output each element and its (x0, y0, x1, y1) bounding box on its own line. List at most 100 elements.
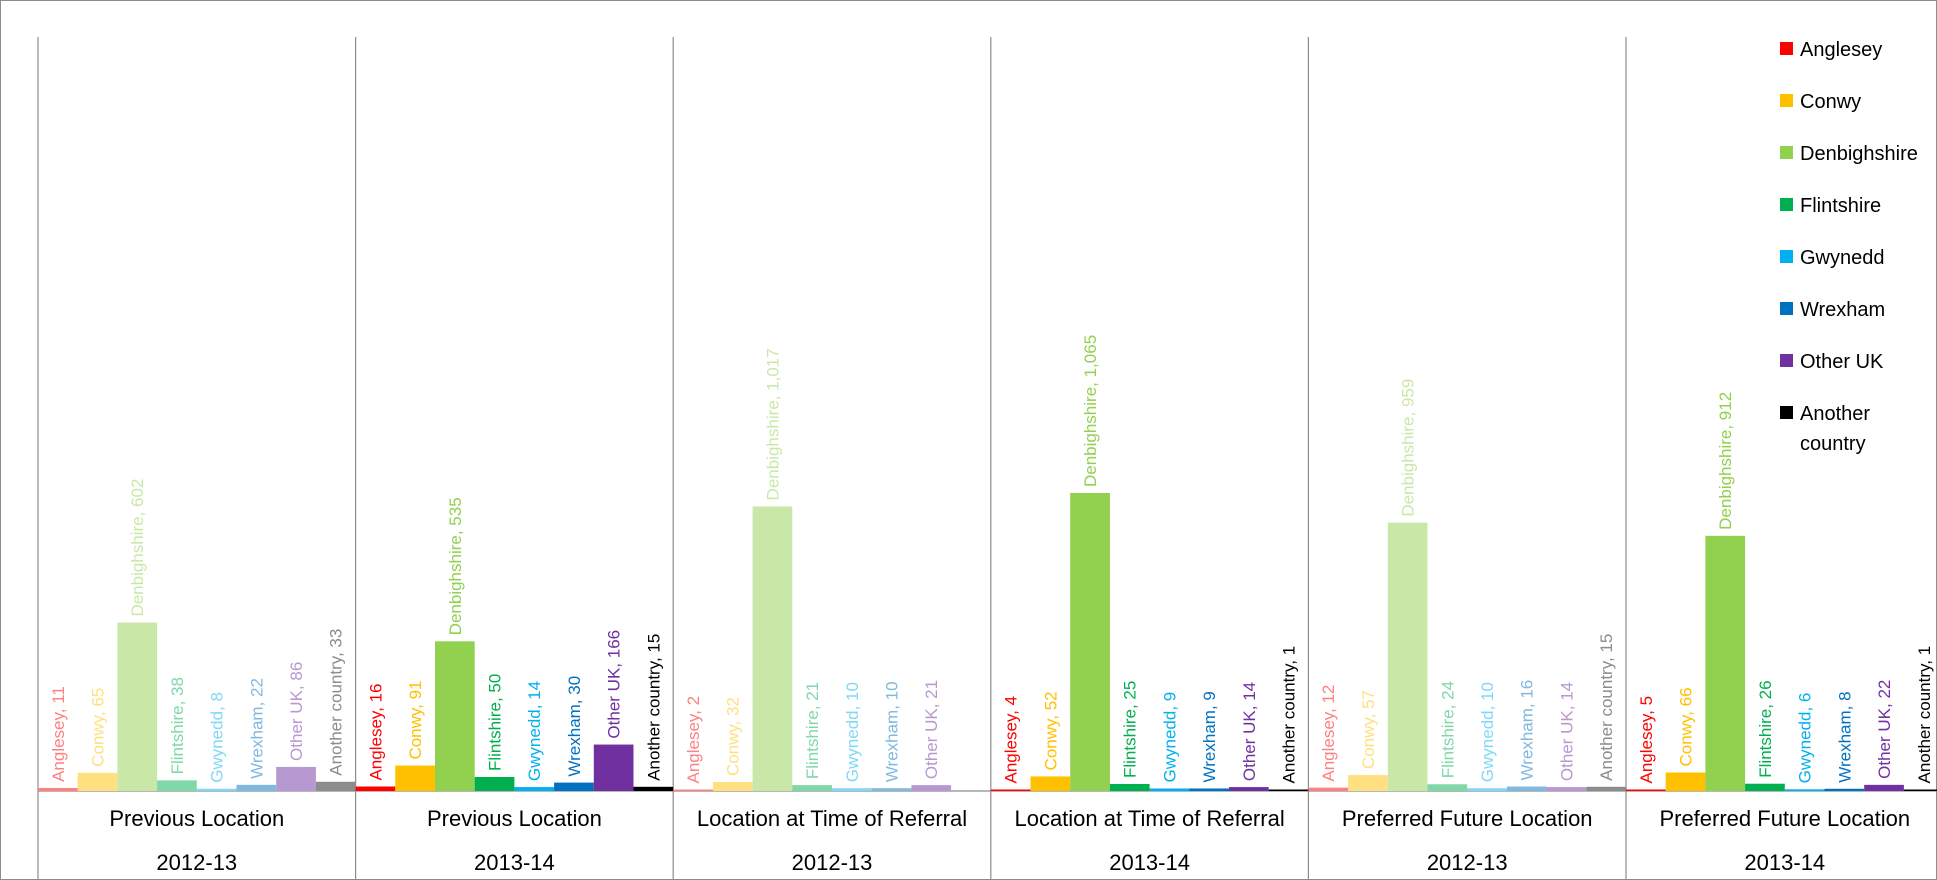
data-label: Flintshire, 21 (803, 682, 822, 779)
legend-label: Wrexham (1800, 299, 1885, 321)
data-label: Denbighshire, 1,017 (763, 348, 782, 500)
bar-gwynedd (196, 788, 237, 791)
legend-swatch (1780, 354, 1793, 367)
legend-label: country (1800, 433, 1866, 455)
bar-conwy (1348, 775, 1388, 791)
bar-gwynedd (832, 788, 872, 791)
bar-denbighshire (752, 506, 793, 791)
bar-another-country (633, 786, 674, 791)
data-label: Flintshire, 26 (1756, 680, 1775, 777)
legend-swatch (1780, 94, 1793, 107)
bar-wrexham (1824, 788, 1865, 791)
legend-swatch (1780, 406, 1793, 419)
bar-anglesey (355, 786, 396, 791)
bar-flintshire (474, 777, 515, 791)
data-label: Wrexham, 8 (1835, 691, 1854, 782)
bar-other-uk (911, 785, 952, 791)
bar-other-uk (593, 744, 634, 791)
data-label: Conwy, 91 (406, 680, 425, 759)
legend-label: Anglesey (1800, 39, 1882, 61)
data-label: Anglesey, 4 (1002, 696, 1021, 784)
bar-wrexham (871, 788, 912, 791)
data-label: Anglesey, 2 (684, 696, 703, 784)
data-label: Gwynedd, 9 (1160, 692, 1179, 783)
category-label: Preferred Future Location (1659, 806, 1910, 831)
data-label: Anglesey, 5 (1637, 696, 1656, 784)
data-label: Conwy, 57 (1359, 690, 1378, 769)
category-year-label: 2013-14 (474, 850, 555, 875)
legend-swatch (1780, 146, 1793, 159)
bar-anglesey (673, 789, 713, 791)
legend-label: Denbighshire (1800, 143, 1918, 165)
bar-flintshire (1745, 783, 1785, 791)
data-label: Another country, 1 (1915, 646, 1934, 784)
bar-gwynedd (1149, 788, 1190, 791)
legend-swatch (1780, 302, 1793, 315)
data-label: Gwynedd, 6 (1796, 693, 1815, 784)
data-label: Anglesey, 12 (1319, 685, 1338, 782)
legend-label: Another (1800, 403, 1870, 425)
bar-flintshire (157, 780, 197, 791)
bar-denbighshire (1387, 522, 1428, 791)
data-label: Flintshire, 38 (168, 677, 187, 774)
data-label: Denbighshire, 535 (446, 497, 465, 635)
data-label: Denbighshire, 1,065 (1081, 335, 1100, 487)
data-label: Flintshire, 24 (1438, 681, 1457, 778)
legend-label: Flintshire (1800, 195, 1881, 217)
bar-another-country (315, 781, 356, 791)
data-label: Other UK, 166 (605, 630, 624, 739)
data-label: Wrexham, 10 (883, 681, 902, 782)
data-label: Conwy, 66 (1677, 687, 1696, 766)
data-label: Gwynedd, 10 (1478, 682, 1497, 782)
data-label: Denbighshire, 602 (128, 479, 147, 617)
data-label: Flintshire, 25 (1121, 681, 1140, 778)
bar-conwy (77, 772, 118, 791)
data-label: Flintshire, 50 (486, 674, 505, 771)
bar-denbighshire (117, 622, 158, 791)
bar-wrexham (1506, 786, 1547, 791)
bar-anglesey (1626, 789, 1666, 791)
data-label: Another country, 1 (1280, 646, 1299, 784)
bar-flintshire (792, 785, 832, 791)
category-year-label: 2013-14 (1744, 850, 1825, 875)
legend-swatch (1780, 42, 1793, 55)
data-label: Wrexham, 16 (1518, 680, 1537, 781)
bar-gwynedd (1467, 788, 1507, 791)
category-label: Previous Location (427, 806, 602, 831)
bar-gwynedd (1784, 789, 1825, 791)
category-year-label: 2012-13 (792, 850, 873, 875)
data-label: Denbighshire, 959 (1399, 379, 1418, 517)
bar-other-uk (1229, 787, 1269, 791)
bar-anglesey (38, 787, 78, 791)
data-label: Wrexham, 22 (247, 678, 266, 779)
data-label: Other UK, 14 (1557, 682, 1576, 781)
category-year-label: 2012-13 (1427, 850, 1508, 875)
bar-wrexham (236, 784, 277, 791)
data-label: Other UK, 21 (922, 680, 941, 779)
data-label: Denbighshire, 912 (1716, 392, 1735, 530)
data-label: Anglesey, 16 (366, 683, 385, 780)
legend-label: Gwynedd (1800, 247, 1885, 269)
bar-another-country (1586, 786, 1626, 791)
data-label: Other UK, 22 (1875, 680, 1894, 779)
bar-gwynedd (514, 787, 555, 791)
bar-wrexham (554, 782, 594, 791)
bar-denbighshire (1070, 493, 1110, 791)
legend-label: Conwy (1800, 91, 1861, 113)
legend-swatch (1780, 198, 1793, 211)
category-label: Previous Location (109, 806, 284, 831)
data-label: Wrexham, 9 (1200, 691, 1219, 782)
data-label: Wrexham, 30 (565, 676, 584, 777)
legend-label: Other UK (1800, 351, 1884, 373)
bar-other-uk (1546, 787, 1587, 791)
data-label: Another country, 33 (327, 629, 346, 776)
bar-flintshire (1427, 784, 1468, 791)
bar-wrexham (1189, 788, 1229, 791)
category-year-label: 2013-14 (1109, 850, 1190, 875)
bar-another-country (1903, 789, 1937, 791)
data-label: Anglesey, 11 (49, 686, 68, 782)
data-label: Other UK, 14 (1240, 682, 1259, 781)
bar-other-uk (1864, 784, 1904, 791)
data-label: Another country, 15 (1597, 634, 1616, 781)
